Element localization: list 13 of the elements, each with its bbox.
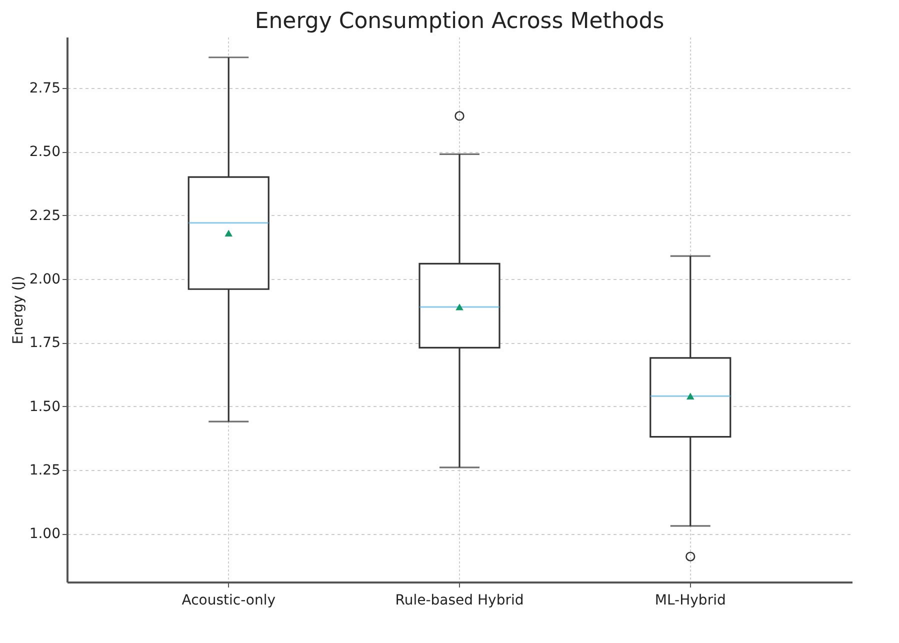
y-tick-label: 1.00 [29, 526, 60, 542]
chart-title: Energy Consumption Across Methods [254, 9, 664, 34]
y-axis-title: Energy (J) [10, 276, 26, 344]
x-tick-label: Rule-based Hybrid [395, 592, 524, 608]
y-tick-label: 2.25 [29, 208, 60, 224]
y-tick-label: 2.00 [29, 271, 60, 288]
y-tick-label: 1.75 [29, 335, 60, 352]
y-tick-label: 2.50 [29, 144, 60, 160]
y-tick-label: 1.50 [29, 398, 60, 415]
y-tick-label: 1.25 [29, 462, 60, 478]
y-tick-label: 2.75 [29, 80, 60, 96]
x-tick-label: Acoustic-only [182, 592, 276, 608]
x-tick-label: ML-Hybrid [654, 592, 726, 608]
